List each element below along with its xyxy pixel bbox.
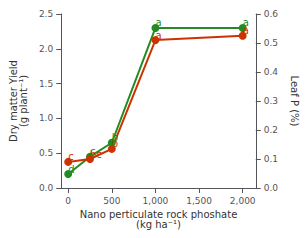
svg-text:2.0: 2.0 <box>39 44 54 54</box>
svg-text:a: a <box>155 17 161 28</box>
svg-text:Leaf P (%): Leaf P (%) <box>289 76 300 127</box>
svg-text:Dry matter Yield: Dry matter Yield <box>7 60 19 142</box>
svg-text:2.5: 2.5 <box>39 9 53 19</box>
svg-text:d: d <box>68 164 74 175</box>
svg-text:0.6: 0.6 <box>264 9 279 19</box>
svg-text:c: c <box>68 151 74 162</box>
svg-text:0.1: 0.1 <box>264 154 278 164</box>
svg-text:0.0: 0.0 <box>264 183 279 193</box>
svg-text:(g plant⁻¹): (g plant⁻¹) <box>18 75 29 127</box>
svg-text:(kg ha⁻¹): (kg ha⁻¹) <box>136 219 181 230</box>
svg-text:0.2: 0.2 <box>264 125 278 135</box>
svg-text:0: 0 <box>65 196 71 206</box>
svg-text:1,000: 1,000 <box>143 196 169 206</box>
svg-text:2,000: 2,000 <box>230 196 256 206</box>
svg-text:0.4: 0.4 <box>264 67 279 77</box>
svg-text:1.5: 1.5 <box>39 79 53 89</box>
svg-text:500: 500 <box>103 196 120 206</box>
svg-text:a: a <box>243 25 249 36</box>
svg-text:Nano perticulate rock phoshate: Nano perticulate rock phoshate <box>79 209 238 221</box>
svg-text:0.3: 0.3 <box>264 96 278 106</box>
svg-text:0.0: 0.0 <box>39 183 54 193</box>
svg-text:a: a <box>155 30 161 41</box>
svg-text:1.0: 1.0 <box>39 113 54 123</box>
svg-text:a: a <box>242 17 249 29</box>
svg-text:1,500: 1,500 <box>186 196 212 206</box>
svg-text:0.5: 0.5 <box>39 148 53 158</box>
svg-text:b: b <box>112 138 118 149</box>
svg-text:bc: bc <box>90 149 102 160</box>
svg-text:0.5: 0.5 <box>264 38 278 48</box>
